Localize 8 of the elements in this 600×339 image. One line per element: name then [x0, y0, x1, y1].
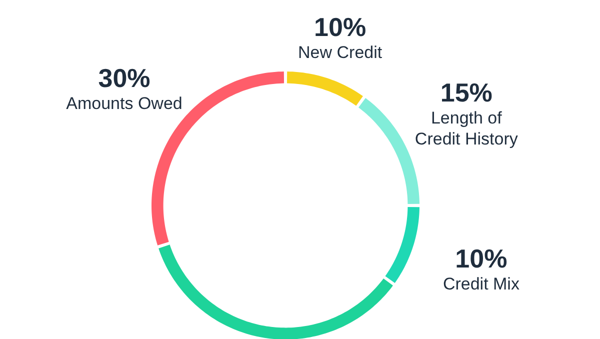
slice-label: New Credit — [298, 43, 382, 62]
data-label: 10% — [455, 244, 508, 274]
slice-label: Length of Credit History — [414, 108, 518, 148]
slice-label: Amounts Owed — [66, 94, 182, 113]
slice-label: Credit Mix — [442, 274, 520, 294]
data-label: 10% — [314, 12, 366, 42]
data-label: 15% — [440, 77, 492, 108]
data-label: 30% — [98, 62, 150, 93]
